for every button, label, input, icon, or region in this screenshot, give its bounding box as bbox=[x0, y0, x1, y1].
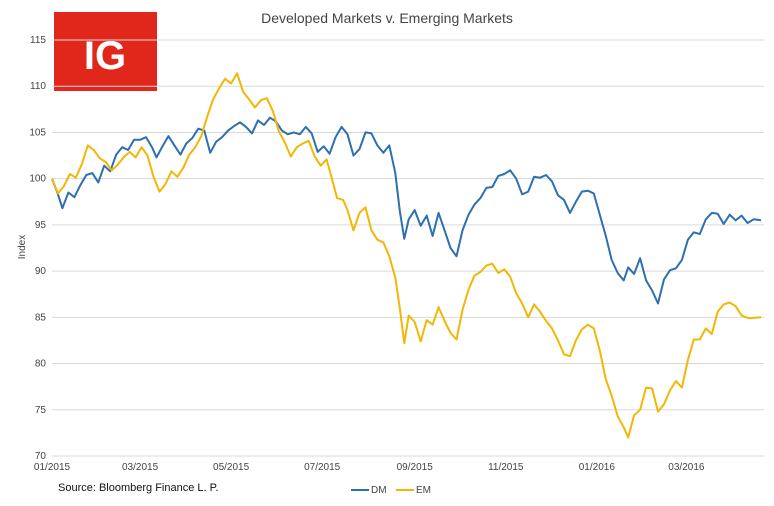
y-tick-label: 70 bbox=[35, 451, 47, 462]
series-lines bbox=[51, 72, 762, 439]
x-tick-label: 01/2016 bbox=[579, 462, 616, 473]
legend: DM EM bbox=[351, 485, 431, 496]
y-tick-label: 90 bbox=[35, 266, 47, 277]
legend-label-em: EM bbox=[416, 485, 431, 496]
ig-logo: IG bbox=[54, 12, 157, 91]
y-tick-label: 85 bbox=[35, 312, 47, 323]
y-axis-ticks: 70 75 80 85 90 95 100 105 110 115 bbox=[29, 35, 46, 462]
y-tick-label: 95 bbox=[35, 220, 47, 231]
y-tick-label: 110 bbox=[30, 81, 46, 92]
y-tick-label: 100 bbox=[29, 174, 46, 185]
y-tick-label: 105 bbox=[29, 127, 46, 138]
x-axis-ticks: 01/2015 03/2015 05/2015 07/2015 09/2015 11/20… bbox=[34, 462, 705, 473]
y-tick-label: 75 bbox=[35, 405, 47, 416]
x-tick-label: 07/2015 bbox=[304, 462, 341, 473]
series-line-em bbox=[51, 72, 762, 439]
chart-title: Developed Markets v. Emerging Markets bbox=[261, 10, 513, 26]
y-axis-title: Index bbox=[17, 235, 28, 259]
x-tick-label: 03/2015 bbox=[122, 462, 159, 473]
x-tick-label: 09/2015 bbox=[397, 462, 434, 473]
legend-label-dm: DM bbox=[371, 485, 387, 496]
x-tick-label: 11/2015 bbox=[488, 462, 524, 473]
logo-text: IG bbox=[84, 34, 126, 78]
x-tick-label: 01/2015 bbox=[34, 462, 71, 473]
y-tick-label: 115 bbox=[30, 35, 46, 46]
logo-background bbox=[54, 12, 157, 91]
source-note: Source: Bloomberg Finance L. P. bbox=[58, 482, 219, 494]
y-tick-label: 80 bbox=[35, 359, 47, 370]
x-tick-label: 03/2016 bbox=[668, 462, 705, 473]
series-line-dm bbox=[51, 116, 762, 305]
gridlines bbox=[52, 39, 764, 457]
x-tick-label: 05/2015 bbox=[213, 462, 250, 473]
